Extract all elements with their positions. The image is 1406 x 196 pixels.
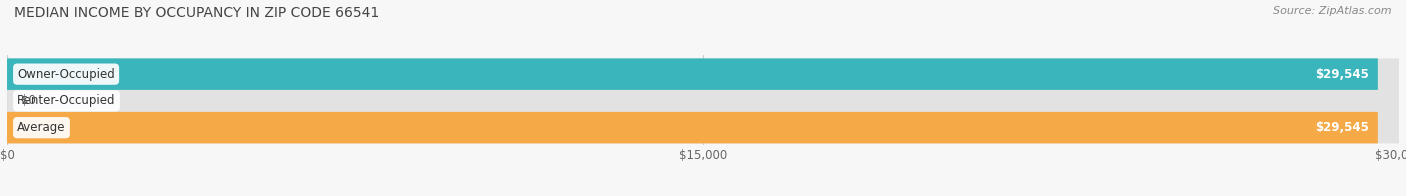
Text: Renter-Occupied: Renter-Occupied xyxy=(17,94,115,107)
Text: Owner-Occupied: Owner-Occupied xyxy=(17,68,115,81)
Text: Average: Average xyxy=(17,121,66,134)
Text: $29,545: $29,545 xyxy=(1315,68,1368,81)
Text: $0: $0 xyxy=(21,94,37,107)
FancyBboxPatch shape xyxy=(7,58,1399,90)
Text: Source: ZipAtlas.com: Source: ZipAtlas.com xyxy=(1274,6,1392,16)
Text: $29,545: $29,545 xyxy=(1315,121,1368,134)
FancyBboxPatch shape xyxy=(7,112,1378,143)
FancyBboxPatch shape xyxy=(7,58,1378,90)
Text: MEDIAN INCOME BY OCCUPANCY IN ZIP CODE 66541: MEDIAN INCOME BY OCCUPANCY IN ZIP CODE 6… xyxy=(14,6,380,20)
FancyBboxPatch shape xyxy=(7,85,1399,117)
FancyBboxPatch shape xyxy=(7,112,1399,143)
